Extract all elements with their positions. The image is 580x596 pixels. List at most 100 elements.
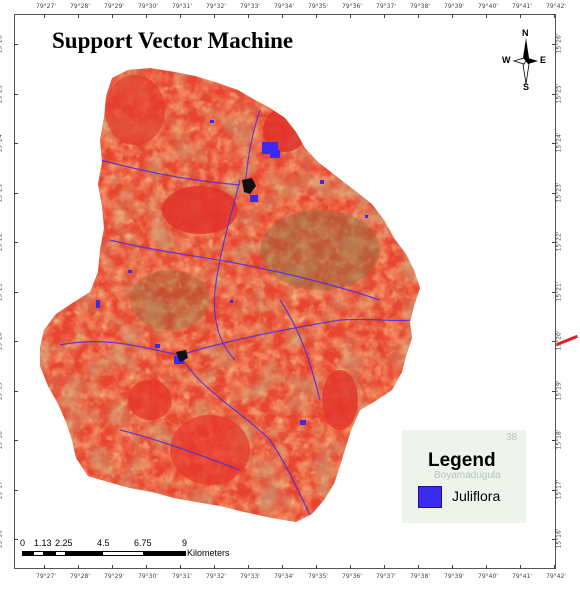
top-tick-label: 79°42'	[546, 3, 566, 10]
top-tick-label: 79°34'	[274, 3, 294, 10]
top-tick-mark	[316, 14, 317, 18]
juliflora-label: Juliflora	[452, 488, 501, 504]
top-tick-mark	[418, 14, 419, 18]
top-tick-mark	[180, 14, 181, 18]
top-tick-mark	[350, 14, 351, 18]
top-tick-mark	[78, 14, 79, 18]
right-tick-mark	[552, 93, 556, 95]
left-tick-mark	[14, 242, 18, 243]
bottom-tick-label: 79°27'	[36, 573, 56, 580]
top-tick-label: 79°41'	[512, 3, 532, 10]
north-label: N	[522, 28, 529, 38]
bottom-tick-mark	[418, 565, 419, 569]
right-tick-mark	[552, 143, 556, 144]
scale-label-5: 9	[182, 538, 188, 548]
top-tick-mark	[554, 14, 555, 18]
scale-segment-4	[55, 551, 66, 556]
scale-unit: Kilometers	[187, 548, 230, 558]
bottom-tick-label: 79°28'	[70, 573, 90, 580]
scale-segment-2	[33, 551, 44, 556]
top-tick-label: 79°30'	[138, 3, 158, 10]
bottom-tick-label: 79°31'	[172, 573, 192, 580]
top-tick-label: 79°38'	[410, 3, 430, 10]
legend-title: Legend	[428, 450, 496, 471]
left-tick-mark	[14, 44, 18, 45]
left-tick-mark	[14, 489, 18, 491]
top-tick-mark	[146, 14, 147, 18]
bottom-tick-label: 79°37'	[376, 573, 396, 580]
bottom-tick-mark	[554, 565, 555, 569]
bottom-tick-mark	[214, 565, 215, 569]
left-tick-mark	[14, 143, 18, 144]
right-tick-mark	[552, 192, 556, 194]
scale-label-1: 1.13	[34, 538, 52, 548]
right-tick-mark	[552, 440, 556, 441]
scale-segment-7	[144, 551, 186, 556]
north-arrow: N S W E	[502, 28, 548, 92]
top-tick-label: 79°32'	[206, 3, 226, 10]
bottom-tick-label: 79°33'	[240, 573, 260, 580]
bottom-tick-label: 79°42'	[546, 573, 566, 580]
legend-background-number: 38	[506, 432, 518, 443]
scale-label-4: 6.75	[134, 538, 152, 548]
right-tick-mark	[552, 539, 556, 540]
bottom-tick-label: 79°41'	[512, 573, 532, 580]
top-tick-label: 79°31'	[172, 3, 192, 10]
bottom-tick-mark	[44, 565, 45, 569]
bottom-tick-mark	[180, 565, 181, 569]
scale-segment-6	[102, 551, 144, 556]
left-tick-mark	[14, 390, 18, 392]
left-tick-mark	[14, 192, 18, 194]
left-tick-mark	[14, 539, 18, 540]
bottom-tick-mark	[350, 565, 351, 569]
bottom-tick-mark	[520, 565, 521, 569]
left-tick-mark	[14, 93, 18, 95]
bottom-tick-label: 79°32'	[206, 573, 226, 580]
bottom-tick-label: 79°36'	[342, 573, 362, 580]
left-tick-mark	[14, 440, 18, 441]
bottom-tick-mark	[316, 565, 317, 569]
top-tick-mark	[486, 14, 487, 18]
right-tick-mark	[552, 341, 556, 342]
top-tick-label: 79°27'	[36, 3, 56, 10]
bottom-tick-label: 79°29'	[104, 573, 124, 580]
top-tick-label: 79°36'	[342, 3, 362, 10]
top-tick-mark	[282, 14, 283, 18]
scale-label-0: 0	[20, 538, 26, 548]
right-tick-mark	[552, 291, 556, 293]
legend-box: Boyamadugula 38 Legend Juliflora	[402, 430, 526, 523]
map-title: Support Vector Machine	[52, 28, 294, 53]
right-tick-mark	[552, 489, 556, 491]
right-tick-mark	[552, 390, 556, 392]
bottom-tick-label: 79°38'	[410, 573, 430, 580]
east-label: E	[540, 55, 547, 65]
bottom-tick-mark	[146, 565, 147, 569]
top-tick-label: 79°37'	[376, 3, 396, 10]
top-tick-mark	[248, 14, 249, 18]
top-tick-mark	[520, 14, 521, 18]
bottom-tick-mark	[112, 565, 113, 569]
top-tick-label: 79°40'	[478, 3, 498, 10]
scale-segment-3	[44, 551, 55, 556]
top-tick-mark	[214, 14, 215, 18]
compass-rose-icon	[512, 38, 538, 85]
top-tick-label: 79°29'	[104, 3, 124, 10]
bottom-tick-mark	[486, 565, 487, 569]
bottom-tick-label: 79°39'	[444, 573, 464, 580]
top-tick-label: 79°28'	[70, 3, 90, 10]
scale-label-2: 2.25	[55, 538, 73, 548]
legend-background-label: Boyamadugula	[434, 470, 501, 481]
right-tick-mark	[552, 44, 556, 45]
scale-label-3: 4.5	[97, 538, 110, 548]
bottom-tick-mark	[78, 565, 79, 569]
bottom-tick-mark	[282, 565, 283, 569]
bottom-tick-mark	[452, 565, 453, 569]
bottom-tick-mark	[384, 565, 385, 569]
top-tick-mark	[112, 14, 113, 18]
bottom-tick-label: 79°40'	[478, 573, 498, 580]
left-tick-mark	[14, 341, 18, 342]
right-tick-mark	[552, 242, 556, 243]
top-tick-label: 79°39'	[444, 3, 464, 10]
left-tick-mark	[14, 291, 18, 293]
